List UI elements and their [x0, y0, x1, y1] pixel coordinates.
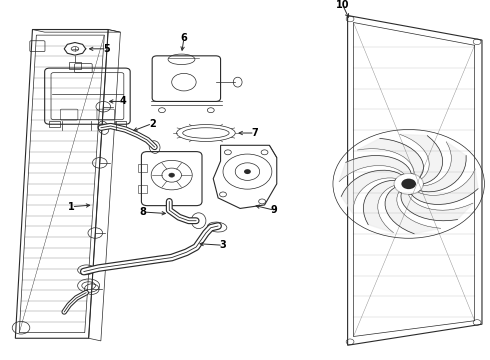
- Circle shape: [401, 179, 416, 189]
- Circle shape: [244, 169, 251, 174]
- Bar: [115, 121, 126, 127]
- Polygon shape: [401, 193, 473, 221]
- Bar: [69, 62, 81, 69]
- Text: 1: 1: [68, 202, 75, 212]
- Polygon shape: [420, 142, 466, 192]
- Polygon shape: [364, 180, 395, 233]
- Bar: [49, 121, 60, 127]
- Text: 10: 10: [336, 0, 349, 10]
- Polygon shape: [400, 134, 442, 184]
- Polygon shape: [411, 169, 478, 204]
- Polygon shape: [357, 138, 423, 177]
- Text: 7: 7: [251, 128, 258, 138]
- Polygon shape: [385, 188, 441, 234]
- Circle shape: [169, 173, 174, 177]
- Text: 6: 6: [180, 33, 187, 43]
- Bar: [139, 185, 147, 193]
- Text: 4: 4: [120, 96, 126, 107]
- Text: 5: 5: [103, 44, 110, 54]
- Polygon shape: [339, 156, 411, 181]
- Text: 3: 3: [220, 240, 226, 250]
- Text: 9: 9: [271, 205, 278, 215]
- Polygon shape: [64, 42, 86, 55]
- Bar: [139, 164, 147, 172]
- Text: 2: 2: [149, 118, 155, 129]
- Text: 8: 8: [139, 207, 146, 217]
- Polygon shape: [341, 170, 401, 214]
